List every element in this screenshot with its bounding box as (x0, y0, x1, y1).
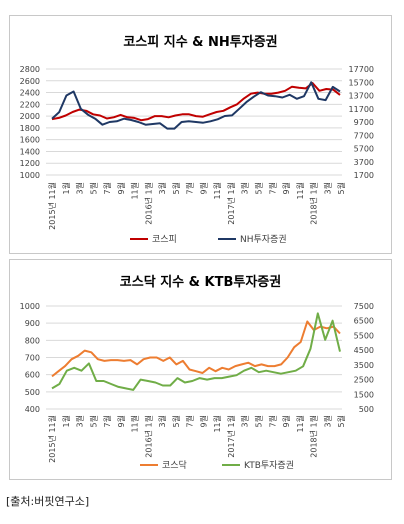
legend-label-1: 코스피 (152, 234, 177, 245)
y-right-tick-label: 13700 (349, 92, 374, 101)
y-left-tick-label: 600 (25, 371, 40, 380)
series-line-2 (51, 312, 341, 391)
x-tick-label: 2018년 1월 (309, 415, 319, 458)
x-tick-label: 2017년 1월 (226, 182, 236, 225)
y-left-tick-label: 1000 (20, 171, 40, 180)
x-tick-label: 9월 (281, 415, 291, 427)
y-right-tick-label: 3500 (354, 361, 374, 370)
x-tick-label: 5월 (171, 182, 181, 194)
series-line-2 (51, 81, 341, 130)
y-right-tick-label: 6500 (354, 317, 374, 326)
y-right-tick-label: 4500 (354, 346, 374, 355)
y-right-tick-label: 9700 (354, 118, 374, 127)
x-tick-label: 7월 (267, 415, 277, 427)
x-tick-label: 2018년 1월 (309, 182, 319, 225)
x-tick-label: 2016년 1월 (143, 182, 153, 225)
y-left-tick-label: 2000 (20, 112, 40, 121)
y-left-tick-label: 400 (25, 405, 40, 414)
x-tick-label: 2015년 11월 (47, 415, 57, 463)
x-tick-label: 5월 (88, 182, 98, 194)
y-right-tick-label: 15700 (349, 78, 374, 87)
x-tick-label: 7월 (267, 182, 277, 194)
y-left-tick-label: 1600 (20, 136, 40, 145)
y-right-tick-label: 5500 (354, 331, 374, 340)
chart-title: 코스닥 지수 & KTB투자증권 (120, 274, 281, 290)
y-right-tick-label: 2500 (354, 376, 374, 385)
x-tick-label: 5월 (171, 415, 181, 427)
x-tick-label: 11월 (130, 415, 140, 433)
y-right-tick-label: 1700 (354, 171, 374, 180)
x-tick-label: 9월 (198, 182, 208, 194)
x-tick-label: 9월 (198, 415, 208, 427)
y-right-tick-label: 11700 (349, 105, 374, 114)
x-tick-label: 1월 (61, 415, 71, 427)
legend-label-1: 코스닥 (162, 460, 187, 471)
x-tick-label: 11월 (130, 182, 140, 200)
y-right-tick-label: 3700 (354, 158, 374, 167)
kosdaq-ktb-chart-svg: 코스닥 지수 & KTB투자증권 400 500 600 700 800 900 1000 50… (20, 274, 374, 471)
y-right-tick-label: 17700 (349, 65, 374, 74)
x-tick-label: 9월 (116, 182, 126, 194)
y-right-tick-label: 1500 (354, 390, 374, 399)
x-tick-label: 7월 (102, 182, 112, 194)
x-tick-label: 11월 (295, 415, 305, 433)
x-tick-label: 5월 (254, 415, 264, 427)
y-left-tick-label: 1000 (20, 302, 40, 311)
source-caption: [출처:버핏연구소] (6, 495, 90, 508)
y-left-tick-label: 1800 (20, 124, 40, 133)
x-tick-label: 3월 (240, 182, 250, 194)
y-left-tick-label: 900 (25, 319, 40, 328)
legend-label-2: NH투자증권 (240, 233, 287, 245)
x-tick-label: 3월 (75, 182, 85, 194)
x-tick-label: 5월 (336, 182, 346, 194)
x-tick-label: 11월 (212, 182, 222, 200)
y-right-tick-label: 500 (359, 405, 374, 414)
x-tick-label: 3월 (157, 182, 167, 194)
y-left-tick-label: 2200 (20, 100, 40, 109)
x-tick-label: 5월 (88, 415, 98, 427)
x-tick-label: 1월 (61, 182, 71, 194)
y-right-tick-label: 5700 (354, 145, 374, 154)
x-tick-label: 7월 (185, 182, 195, 194)
x-tick-label: 7월 (102, 415, 112, 427)
y-left-tick-label: 1200 (20, 159, 40, 168)
x-tick-label: 3월 (322, 182, 332, 194)
series-line-1 (51, 320, 341, 378)
x-tick-label: 5월 (336, 415, 346, 427)
x-tick-label: 2016년 1월 (143, 415, 153, 458)
kosdaq-ktb-chart: 코스닥 지수 & KTB투자증권 400 500 600 700 800 900 1000 50… (9, 259, 392, 480)
y-left-tick-label: 2400 (20, 89, 40, 98)
y-left-tick-label: 2800 (20, 65, 40, 74)
chart-title: 코스피 지수 & NH투자증권 (123, 35, 277, 50)
x-tick-label: 11월 (295, 182, 305, 200)
y-left-tick-label: 1400 (20, 147, 40, 156)
y-right-tick-label: 7700 (354, 131, 374, 140)
y-left-tick-label: 700 (25, 354, 40, 363)
kospi-nh-chart: 코스피 지수 & NH투자증권 1000 1200 1400 1600 1800 2000 2… (9, 15, 392, 254)
x-tick-label: 3월 (322, 415, 332, 427)
x-tick-label: 2015년 11월 (47, 182, 57, 230)
y-right-tick-label: 7500 (354, 302, 374, 311)
x-tick-label: 3월 (75, 415, 85, 427)
x-tick-label: 7월 (185, 415, 195, 427)
x-tick-label: 3월 (240, 415, 250, 427)
x-tick-label: 9월 (116, 415, 126, 427)
x-tick-label: 5월 (254, 182, 264, 194)
x-tick-label: 3월 (157, 415, 167, 427)
x-tick-label: 11월 (212, 415, 222, 433)
kospi-nh-chart-svg: 코스피 지수 & NH투자증권 1000 1200 1400 1600 1800 2000 2… (20, 35, 374, 245)
x-tick-label: 9월 (281, 182, 291, 194)
y-left-tick-label: 2600 (20, 77, 40, 86)
x-tick-label: 2017년 1월 (226, 415, 236, 458)
y-left-tick-label: 500 (25, 388, 40, 397)
y-left-tick-label: 800 (25, 336, 40, 345)
legend-label-2: KTB투자증권 (244, 459, 294, 471)
series-line-1 (51, 82, 341, 122)
